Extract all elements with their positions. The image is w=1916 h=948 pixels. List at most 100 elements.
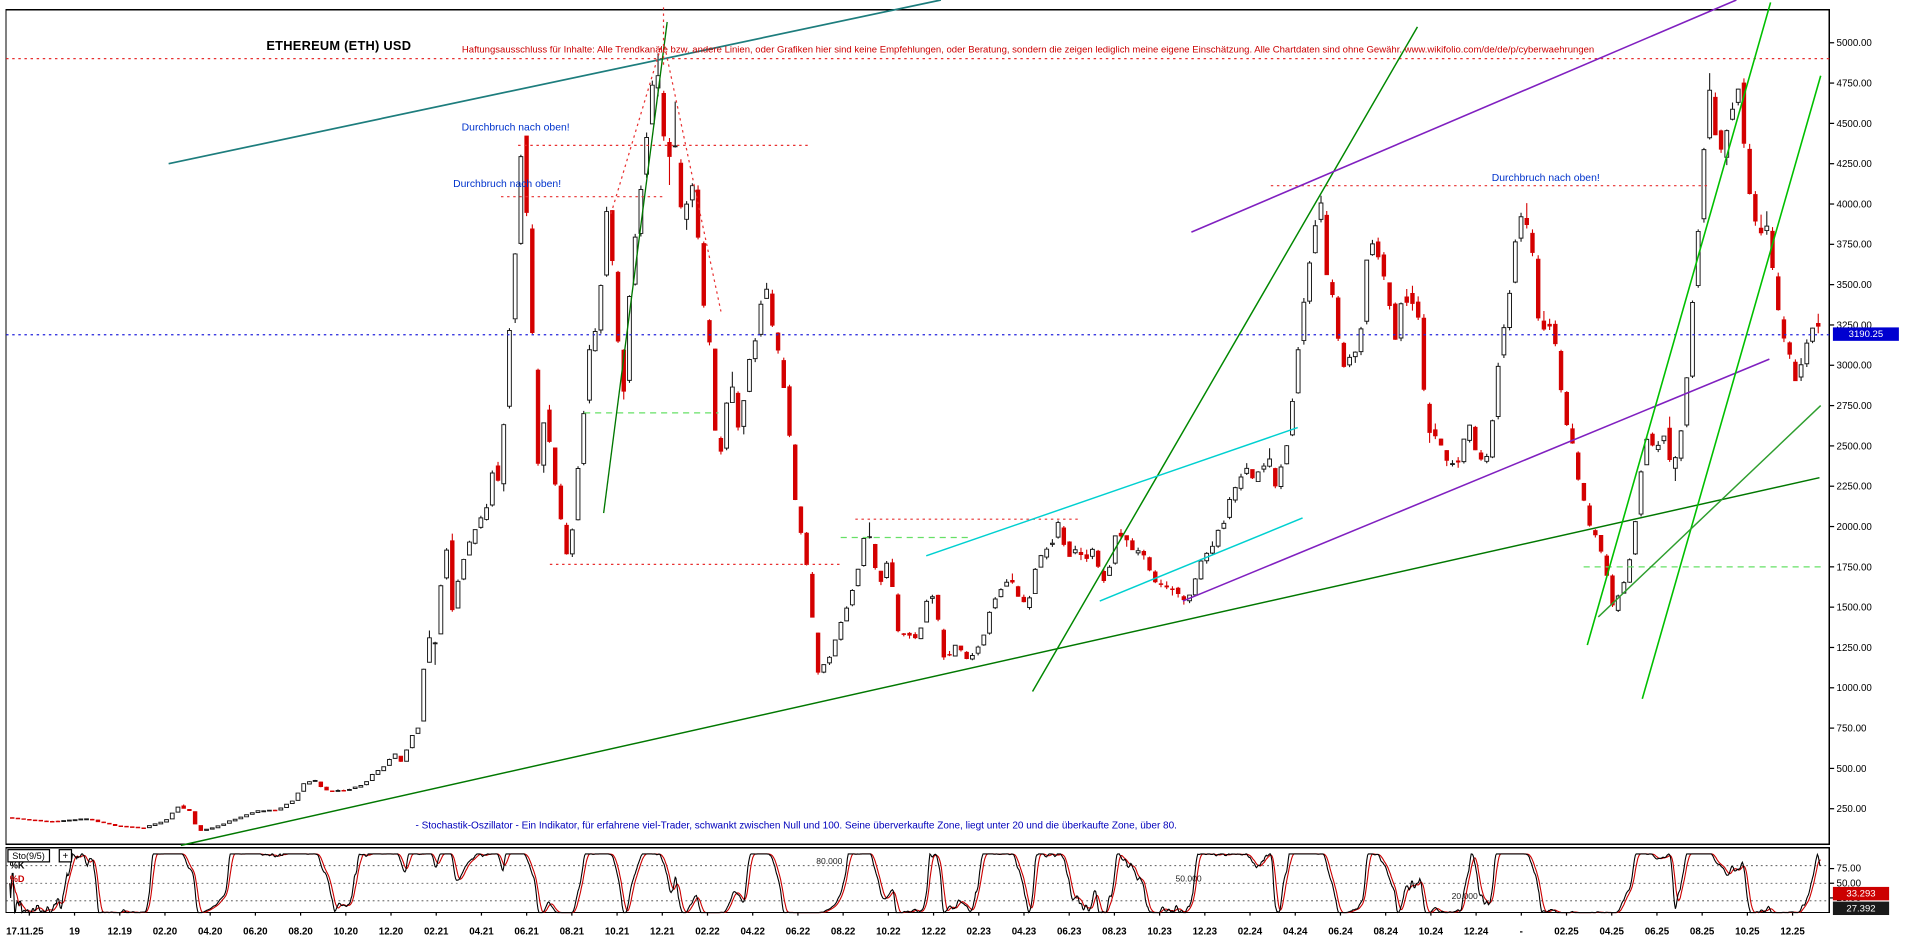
x-axis-label: 06.23 (1057, 927, 1082, 938)
x-axis-label: 04.24 (1283, 927, 1308, 938)
y-axis-label: 3500.00 (1837, 280, 1873, 291)
x-axis-label: 12.21 (650, 927, 675, 938)
oscillator-axis-label: 75.00 (1837, 864, 1862, 875)
y-axis-label: 1000.00 (1837, 683, 1873, 694)
oscillator-zone-label: 50.000 (1176, 873, 1202, 883)
down-candle-bodies (10, 82, 1821, 831)
main-chart-frame (5, 9, 1830, 845)
x-axis-label: 08.21 (560, 927, 585, 938)
up-candle-bodies (61, 75, 1815, 831)
oscillator-zone-label: 80.000 (816, 856, 842, 866)
x-axis-label: 12.23 (1193, 927, 1218, 938)
x-axis-label: 04.22 (740, 927, 765, 938)
stochastic-k-line (9, 852, 1821, 915)
breakout-annotation-2025: Durchbruch nach oben! (1491, 171, 1600, 184)
x-axis-label: 10.20 (334, 927, 359, 938)
y-axis-label: 2500.00 (1837, 441, 1873, 452)
x-axis-label: 08.20 (288, 927, 313, 938)
x-axis-label: 08.23 (1102, 927, 1127, 938)
disclaimer-text: Haftungsausschluss für Inhalte: Alle Tre… (461, 43, 1595, 55)
x-axis-label: 02.25 (1554, 927, 1579, 938)
long-term-green-trendline (180, 476, 1820, 847)
x-axis-label: 10.25 (1735, 927, 1760, 938)
x-axis-label: 12.20 (379, 927, 404, 938)
purple-trendline-upper (1191, 0, 1737, 233)
oscillator-frame (5, 847, 1830, 914)
x-axis-label: 02.23 (967, 927, 992, 938)
y-axis-label: 250.00 (1837, 804, 1867, 815)
percent-k-label: %K (9, 860, 25, 872)
x-axis-label: 02.22 (695, 927, 720, 938)
x-axis-label: 12.25 (1780, 927, 1805, 938)
chart-title: ETHEREUM (ETH) USD (266, 39, 412, 54)
red-dashed-rally-line (610, 46, 662, 214)
x-axis-label: 04.23 (1012, 927, 1037, 938)
x-axis-label: - (1520, 927, 1523, 938)
x-axis-label: 19 (69, 927, 80, 938)
stochastic-d-value-badge: 33.293 (1832, 886, 1890, 901)
stochastic-description: - Stochastik-Oszillator - Ein Indikator,… (415, 819, 1177, 831)
y-axis-label: 2000.00 (1837, 522, 1873, 533)
y-axis-label: 1750.00 (1837, 562, 1873, 573)
x-axis-label: 06.20 (243, 927, 268, 938)
y-axis-label: 500.00 (1837, 764, 1867, 775)
x-axis-label: 08.24 (1373, 927, 1398, 938)
time-axis: 17.11.25 19 12.19 02.20 04.20 06.20 08.20 10.20… (6, 912, 1805, 938)
x-axis-label: 06.21 (514, 927, 539, 938)
green-channel-2025-left (1586, 2, 1772, 646)
x-axis-label: 10.23 (1147, 927, 1172, 938)
teal-trendline (168, 0, 942, 165)
x-axis-label: 06.24 (1328, 927, 1353, 938)
breakout-annotation-2021-second: Durchbruch nach oben! (453, 177, 562, 190)
stochastic-k-value-badge: 27.392 (1832, 900, 1890, 915)
y-axis-label: 3750.00 (1837, 240, 1873, 251)
y-axis-label: 4750.00 (1837, 78, 1873, 89)
x-axis-label: 12.19 (108, 927, 133, 938)
y-axis-label: 4000.00 (1837, 199, 1873, 210)
up-candle-wicks (63, 53, 1814, 831)
oscillator-zone-label: 20.000 (1452, 891, 1478, 901)
green-trendline-nov-2021 (602, 21, 668, 514)
y-axis-label: 3000.00 (1837, 361, 1873, 372)
x-axis-label: 04.25 (1600, 927, 1625, 938)
percent-d-label: %D (9, 872, 25, 884)
purple-trendline-lower (1182, 358, 1770, 602)
green-trendline-right (1597, 405, 1822, 618)
x-axis-label: 10.22 (876, 927, 901, 938)
x-axis-label: 12.24 (1464, 927, 1489, 938)
x-axis-label: 12.22 (921, 927, 946, 938)
y-axis-label: 2250.00 (1837, 482, 1873, 493)
breakout-annotation-may-2021: Durchbruch nach oben! (461, 120, 570, 134)
y-axis-label: 2750.00 (1837, 401, 1873, 412)
y-axis-label: 4250.00 (1837, 159, 1873, 170)
x-axis-label: 04.21 (469, 927, 494, 938)
x-axis-label: 10.24 (1419, 927, 1444, 938)
oscillator-axis-label: 50.00 (1837, 878, 1862, 889)
x-axis-label: 17.11.25 (6, 927, 44, 938)
y-axis-label: 1500.00 (1837, 603, 1873, 614)
y-axis-label: 4500.00 (1837, 119, 1873, 130)
current-price-badge: 3190.25 (1832, 326, 1899, 341)
x-axis-label: 08.25 (1690, 927, 1715, 938)
x-axis-label: 06.25 (1645, 927, 1670, 938)
down-candle-wicks (11, 78, 1819, 832)
green-channel-2025-right (1641, 75, 1822, 700)
indicator-add-button[interactable]: + (58, 848, 73, 862)
y-axis-label: 5000.00 (1837, 38, 1873, 49)
cyan-trendline-lower (1099, 517, 1303, 602)
y-axis-label: 750.00 (1837, 724, 1867, 735)
y-axis-label: 3250.00 (1837, 320, 1873, 331)
stochastic-indicator-label[interactable]: Sto(9/5) (7, 848, 50, 862)
x-axis-label: 02.21 (424, 927, 449, 938)
cyan-trendline-upper (925, 426, 1298, 557)
x-axis-label: 08.22 (831, 927, 856, 938)
red-dashed-decline-line (664, 46, 722, 312)
x-axis-label: 06.22 (786, 927, 811, 938)
x-axis-label: 04.20 (198, 927, 223, 938)
green-trendline-2023 (1031, 26, 1419, 692)
price-axis: 5000.00 4750.00 4500.00 4250.00 4000.00 3750.… (1829, 38, 1872, 815)
x-axis-label: 02.24 (1238, 927, 1263, 938)
x-axis-label: 10.21 (605, 927, 630, 938)
